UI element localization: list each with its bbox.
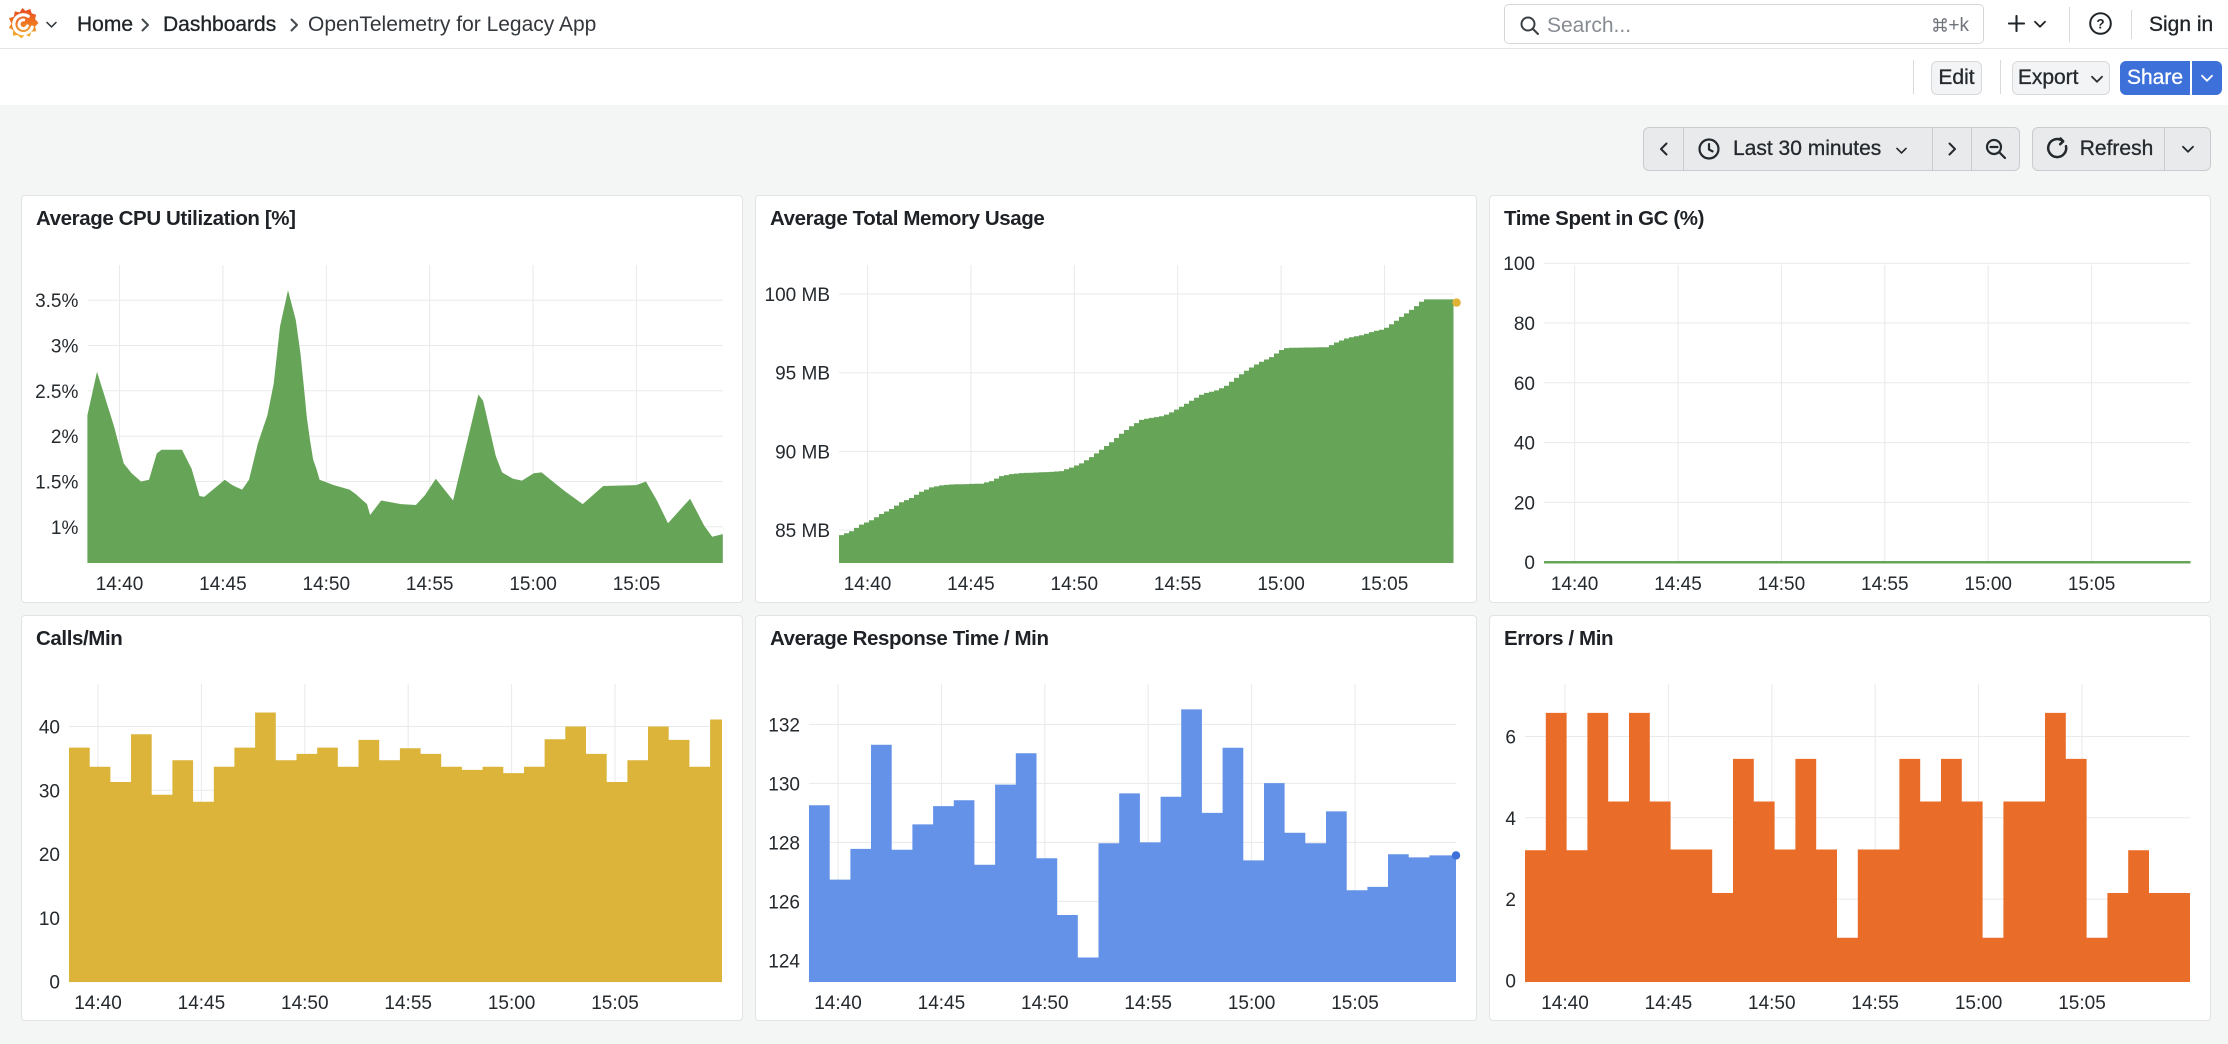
svg-text:15:05: 15:05 <box>591 993 639 1014</box>
svg-text:60: 60 <box>1514 374 1535 395</box>
svg-text:1%: 1% <box>51 518 79 539</box>
svg-text:14:50: 14:50 <box>1748 993 1796 1014</box>
svg-text:15:00: 15:00 <box>1257 574 1305 595</box>
svg-text:15:05: 15:05 <box>2068 574 2116 595</box>
svg-text:4: 4 <box>1505 809 1516 830</box>
svg-text:15:00: 15:00 <box>1955 993 2003 1014</box>
svg-text:15:05: 15:05 <box>1361 574 1409 595</box>
svg-text:128: 128 <box>768 833 800 854</box>
svg-text:14:45: 14:45 <box>178 993 226 1014</box>
svg-text:15:05: 15:05 <box>613 574 661 595</box>
svg-text:15:05: 15:05 <box>1331 993 1379 1014</box>
svg-text:14:45: 14:45 <box>918 993 966 1014</box>
svg-text:14:40: 14:40 <box>844 574 892 595</box>
svg-text:14:45: 14:45 <box>199 574 247 595</box>
svg-text:14:55: 14:55 <box>1861 574 1909 595</box>
svg-text:14:50: 14:50 <box>1021 993 1069 1014</box>
svg-text:20: 20 <box>39 845 60 866</box>
svg-text:2.5%: 2.5% <box>35 382 78 403</box>
svg-text:14:40: 14:40 <box>814 993 862 1014</box>
svg-text:14:45: 14:45 <box>1654 574 1702 595</box>
svg-text:14:55: 14:55 <box>384 993 432 1014</box>
svg-text:40: 40 <box>39 718 60 739</box>
svg-text:40: 40 <box>1514 434 1535 455</box>
svg-text:15:00: 15:00 <box>1964 574 2012 595</box>
svg-text:14:55: 14:55 <box>1154 574 1202 595</box>
svg-text:2: 2 <box>1505 890 1516 911</box>
svg-text:15:05: 15:05 <box>2058 993 2106 1014</box>
svg-text:20: 20 <box>1514 493 1535 514</box>
svg-text:95 MB: 95 MB <box>775 364 830 385</box>
svg-text:14:45: 14:45 <box>947 574 995 595</box>
svg-text:90 MB: 90 MB <box>775 442 830 463</box>
svg-text:100 MB: 100 MB <box>765 285 830 306</box>
svg-text:2%: 2% <box>51 427 79 448</box>
svg-text:?: ? <box>2096 17 2104 32</box>
svg-text:0: 0 <box>1524 553 1535 574</box>
svg-text:14:45: 14:45 <box>1645 993 1693 1014</box>
svg-text:30: 30 <box>39 781 60 802</box>
svg-text:14:55: 14:55 <box>406 574 454 595</box>
svg-text:1.5%: 1.5% <box>35 473 78 494</box>
svg-text:0: 0 <box>49 973 60 994</box>
svg-text:14:50: 14:50 <box>303 574 351 595</box>
svg-text:14:50: 14:50 <box>1758 574 1806 595</box>
svg-text:85 MB: 85 MB <box>775 521 830 542</box>
svg-text:3%: 3% <box>51 337 79 358</box>
svg-text:126: 126 <box>768 892 800 913</box>
svg-text:124: 124 <box>768 951 800 972</box>
svg-text:3.5%: 3.5% <box>35 291 78 312</box>
svg-text:14:40: 14:40 <box>96 574 144 595</box>
svg-text:0: 0 <box>1505 971 1516 992</box>
svg-text:14:55: 14:55 <box>1851 993 1899 1014</box>
svg-text:14:50: 14:50 <box>1051 574 1099 595</box>
svg-text:132: 132 <box>768 715 800 736</box>
svg-text:100: 100 <box>1503 254 1535 275</box>
svg-text:14:50: 14:50 <box>281 993 329 1014</box>
svg-text:15:00: 15:00 <box>1228 993 1276 1014</box>
svg-text:6: 6 <box>1505 728 1516 749</box>
svg-text:10: 10 <box>39 909 60 930</box>
svg-text:130: 130 <box>768 774 800 795</box>
svg-text:14:40: 14:40 <box>1551 574 1599 595</box>
svg-text:80: 80 <box>1514 314 1535 335</box>
svg-text:14:55: 14:55 <box>1124 993 1172 1014</box>
svg-text:14:40: 14:40 <box>74 993 122 1014</box>
svg-text:14:40: 14:40 <box>1541 993 1589 1014</box>
svg-text:15:00: 15:00 <box>488 993 536 1014</box>
svg-text:15:00: 15:00 <box>509 574 557 595</box>
